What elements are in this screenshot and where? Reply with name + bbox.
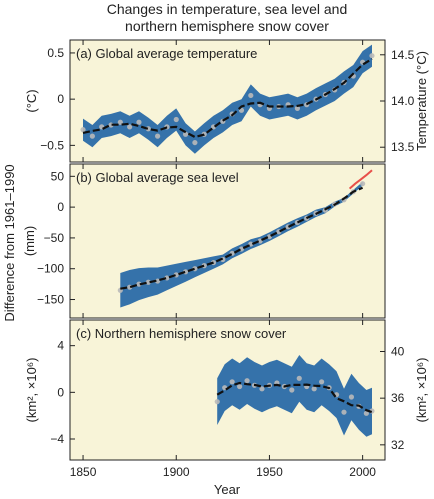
panel-label: (c) Northern hemisphere snow cover <box>76 326 287 341</box>
data-point <box>136 119 142 125</box>
y-axis-unit-label: (km², ×10⁶) <box>24 358 39 423</box>
data-point <box>237 383 243 390</box>
panel-frame <box>69 163 386 319</box>
data-point <box>229 379 235 385</box>
uncertainty-band <box>83 44 372 154</box>
x-tick-label: 1950 <box>256 465 283 479</box>
uncertainty-band <box>120 181 363 308</box>
data-point <box>311 386 317 392</box>
figure-title-line2: northern hemisphere snow cover <box>125 18 329 34</box>
data-point <box>319 379 325 385</box>
data-point <box>369 53 375 59</box>
y-right-tick-label: 14.0 <box>391 94 415 108</box>
y-tick-label: 0.5 <box>47 46 64 60</box>
panel-frame <box>69 319 386 461</box>
y-axis-unit-label: (°C) <box>24 89 39 112</box>
data-point <box>89 133 95 139</box>
smoothed-curve <box>82 57 373 139</box>
y-right-tick-label: 36 <box>391 391 405 405</box>
y-tick-label: 0 <box>57 385 64 399</box>
y-tick-label: 0 <box>57 200 64 214</box>
data-point <box>173 116 179 123</box>
y-tick-label: 4 <box>57 339 64 353</box>
data-point <box>136 281 142 287</box>
y-axis-right-label: Temperature (°C) <box>414 51 429 151</box>
data-point <box>341 409 347 415</box>
data-point <box>182 131 189 137</box>
data-point <box>127 124 133 130</box>
data-point <box>289 387 295 393</box>
data-point <box>214 399 220 405</box>
y-tick-label: −50 <box>44 231 65 245</box>
y-tick-label: −0.5 <box>40 138 64 152</box>
satellite-series <box>348 169 373 190</box>
data-point <box>244 378 250 384</box>
y-right-tick-label: 40 <box>391 345 405 359</box>
data-point <box>294 105 300 111</box>
x-tick-label: 1850 <box>70 465 97 479</box>
smoothed-curve <box>120 186 364 290</box>
y-tick-label: −4 <box>50 432 64 446</box>
y-right-tick-label: 13.5 <box>391 140 415 154</box>
panel-background <box>70 164 385 318</box>
shared-y-axis-label: Difference from 1961–1990 <box>2 164 17 321</box>
data-point <box>296 375 302 381</box>
smoothed-curve <box>216 381 373 414</box>
data-point <box>348 394 355 400</box>
data-point <box>259 386 265 392</box>
data-point <box>363 410 369 416</box>
y-tick-label: −150 <box>37 293 64 307</box>
y-axis-right-label: (km², ×10⁶) <box>414 358 429 423</box>
data-point <box>155 133 161 139</box>
data-point <box>192 139 198 146</box>
uncertainty-band <box>217 355 372 437</box>
data-point <box>155 278 161 284</box>
y-tick-label: −100 <box>37 262 64 276</box>
y-axis-unit-label: (mm) <box>22 226 37 256</box>
x-axis-label: Year <box>214 482 241 497</box>
panel-label: (b) Global average sea level <box>76 170 239 185</box>
data-point <box>80 127 86 133</box>
y-tick-label: 50 <box>51 169 65 183</box>
data-point <box>248 92 254 99</box>
data-point <box>145 279 151 285</box>
data-point <box>360 181 366 187</box>
x-tick-label: 1900 <box>163 465 190 479</box>
y-right-tick-label: 32 <box>391 438 405 452</box>
y-right-tick-label: 14.5 <box>391 48 415 62</box>
figure-title-line1: Changes in temperature, sea level and <box>107 1 347 17</box>
y-tick-label: 0 <box>57 92 64 106</box>
x-tick-label: 2000 <box>349 465 376 479</box>
panel-label: (a) Global average temperature <box>76 46 257 61</box>
